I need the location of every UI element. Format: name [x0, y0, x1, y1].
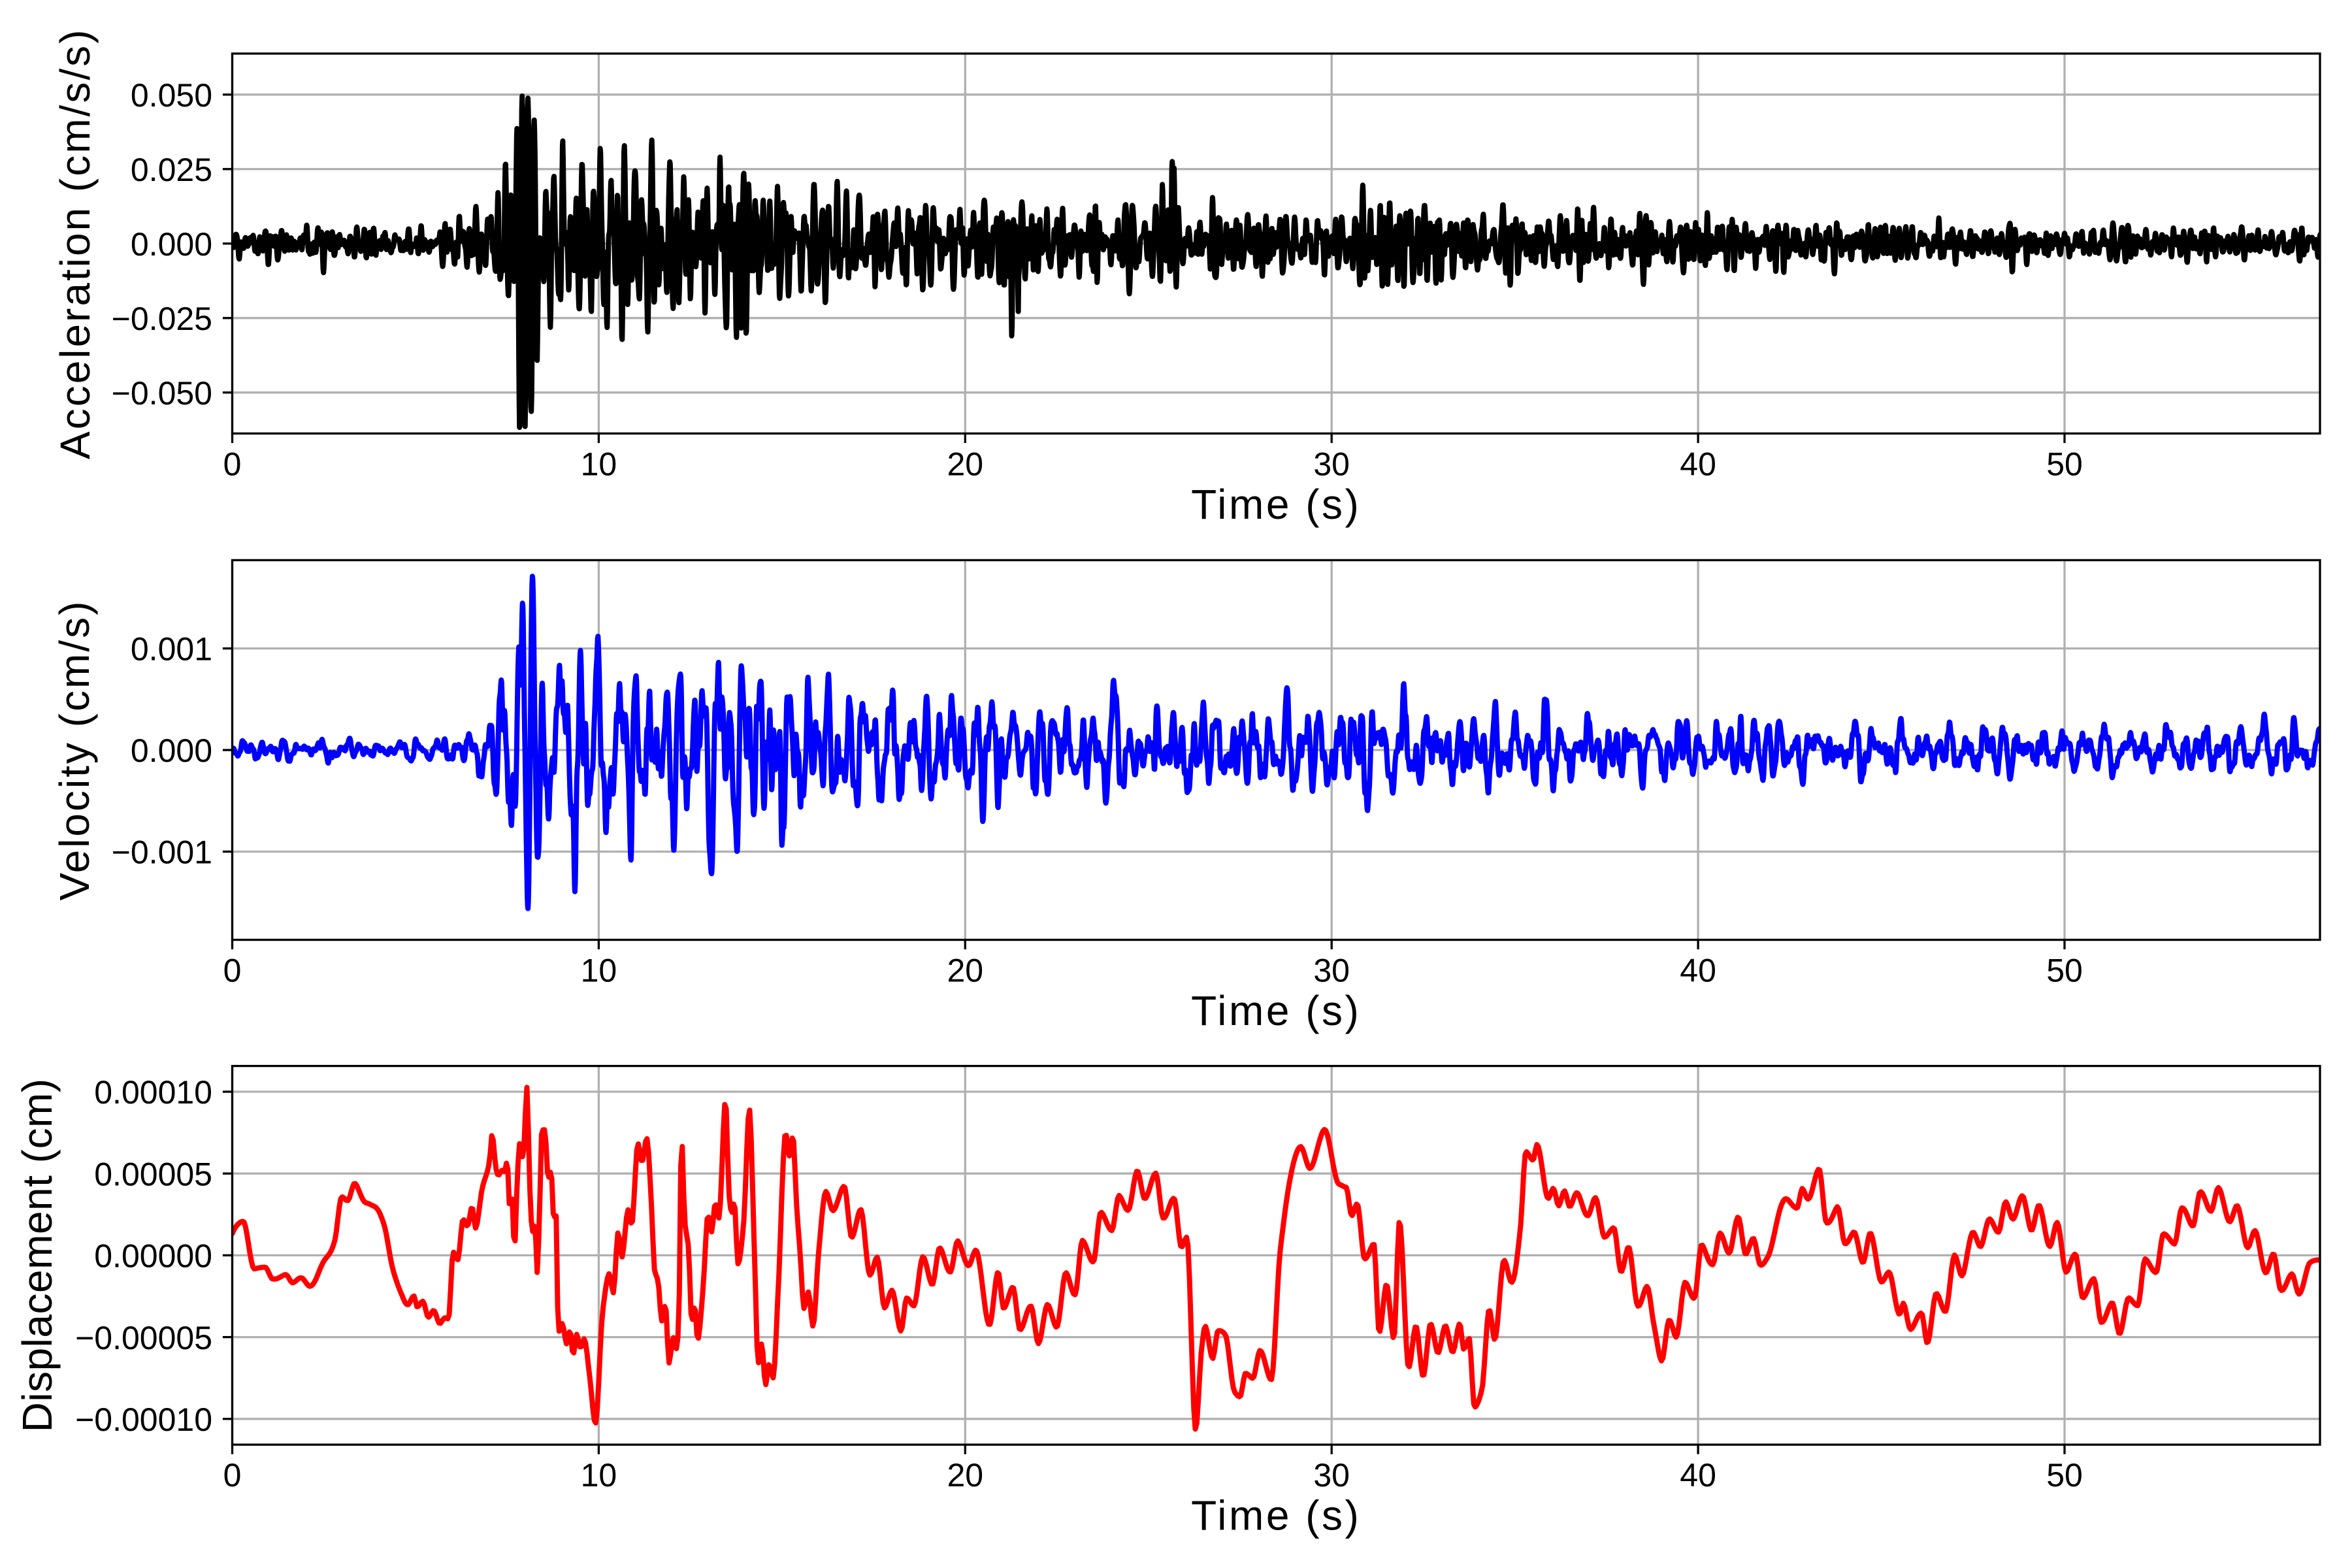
svg-text:50: 50	[2046, 953, 2083, 989]
svg-text:30: 30	[1313, 953, 1350, 989]
svg-text:0: 0	[223, 446, 242, 483]
svg-text:0.000: 0.000	[131, 226, 212, 263]
svg-text:Displacement (cm): Displacement (cm)	[14, 1078, 61, 1432]
svg-text:0.00005: 0.00005	[94, 1156, 212, 1192]
svg-text:Time (s): Time (s)	[1191, 481, 1361, 528]
svg-text:10: 10	[581, 1457, 617, 1494]
svg-text:40: 40	[1680, 953, 1716, 989]
svg-text:20: 20	[947, 446, 983, 483]
svg-text:Velocity (cm/s): Velocity (cm/s)	[51, 599, 98, 900]
svg-text:50: 50	[2046, 1457, 2083, 1494]
svg-text:10: 10	[581, 953, 617, 989]
svg-text:0.00000: 0.00000	[94, 1238, 212, 1275]
svg-text:20: 20	[947, 1457, 983, 1494]
svg-text:10: 10	[581, 446, 617, 483]
svg-text:−0.00010: −0.00010	[75, 1401, 212, 1438]
svg-text:20: 20	[947, 953, 983, 989]
svg-text:30: 30	[1313, 1457, 1350, 1494]
svg-text:−0.050: −0.050	[112, 375, 212, 412]
svg-text:0.00010: 0.00010	[94, 1074, 212, 1111]
svg-text:40: 40	[1680, 446, 1716, 483]
svg-text:−0.001: −0.001	[112, 834, 212, 871]
svg-text:0: 0	[223, 1457, 242, 1494]
svg-text:Time (s): Time (s)	[1191, 1492, 1361, 1539]
svg-text:40: 40	[1680, 1457, 1716, 1494]
svg-text:−0.00005: −0.00005	[75, 1320, 212, 1356]
svg-text:−0.025: −0.025	[112, 301, 212, 337]
svg-text:0: 0	[223, 953, 242, 989]
svg-text:0.001: 0.001	[131, 631, 212, 668]
svg-text:0.000: 0.000	[131, 732, 212, 769]
svg-text:Time (s): Time (s)	[1191, 987, 1361, 1034]
svg-text:0.025: 0.025	[131, 152, 212, 188]
svg-text:Acceleration (cm/s/s): Acceleration (cm/s/s)	[52, 28, 99, 459]
svg-text:0.050: 0.050	[131, 77, 212, 114]
svg-text:50: 50	[2046, 446, 2083, 483]
svg-text:30: 30	[1313, 446, 1350, 483]
